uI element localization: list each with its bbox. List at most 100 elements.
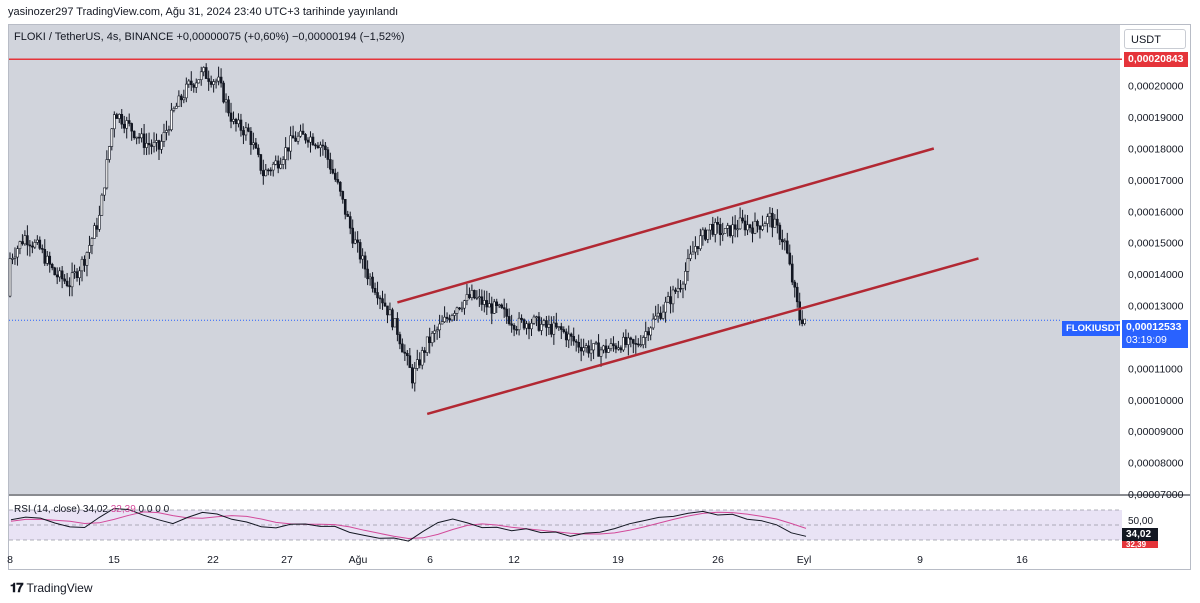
currency-button[interactable]: USDT xyxy=(1124,29,1186,49)
candle-body xyxy=(689,253,692,259)
candle-body xyxy=(142,133,146,148)
candle-body xyxy=(704,229,707,240)
candle-body xyxy=(383,302,387,307)
candle-body xyxy=(137,136,141,139)
candle-body xyxy=(279,164,282,169)
candle-body xyxy=(483,300,486,305)
candle-body xyxy=(448,318,451,321)
price-axis-label: 0,00015000 xyxy=(1128,238,1184,250)
price-axis-label: 0,00011000 xyxy=(1128,363,1183,375)
rsi-ma-tag: 32,39 xyxy=(1122,541,1158,548)
candle-body xyxy=(520,317,523,320)
candle-body xyxy=(115,114,119,119)
trendline-lower-channel xyxy=(426,257,979,416)
candle-body xyxy=(18,241,22,250)
candle-body xyxy=(766,216,769,224)
candle-body xyxy=(708,223,712,231)
candle-body xyxy=(284,147,287,160)
time-axis-label: 12 xyxy=(508,554,520,566)
candle-body xyxy=(316,145,320,148)
candle-body xyxy=(478,296,481,299)
candle-body xyxy=(748,224,752,229)
candle-body xyxy=(562,329,566,333)
candle-body xyxy=(634,343,638,345)
candle-body xyxy=(406,353,409,357)
candle-body xyxy=(597,342,600,357)
candle-body xyxy=(286,147,290,152)
candle-body xyxy=(599,349,603,357)
price-axis-label: 0,00019000 xyxy=(1128,112,1184,124)
candle-body xyxy=(70,272,74,288)
candle-body xyxy=(324,145,327,151)
symbol-info: FLOKI / TetherUS, 4s, BINANCE +0,0000007… xyxy=(14,31,405,43)
symbol-tag: FLOKIUSDT xyxy=(1062,321,1120,336)
price-axis-label: 0,00007000 xyxy=(1128,489,1184,501)
candle-body xyxy=(465,294,469,301)
candle-body xyxy=(443,316,446,323)
time-axis-label: 19 xyxy=(612,554,624,566)
candle-body xyxy=(555,322,558,328)
candle-body xyxy=(691,251,695,255)
resistance-price-tag: 0,00020843 xyxy=(1124,52,1188,68)
tradingview-footer[interactable]: 𝟏𝟕 TradingView xyxy=(10,580,93,596)
candle-body xyxy=(659,312,662,319)
candle-body xyxy=(420,350,424,366)
candle-body xyxy=(247,127,250,132)
candle-body xyxy=(641,337,645,345)
candle-body xyxy=(207,78,210,82)
candle-body xyxy=(113,114,116,130)
candle-body xyxy=(428,336,431,344)
candle-body xyxy=(592,343,595,351)
candle-body xyxy=(646,331,650,336)
candle-body xyxy=(381,298,384,304)
candle-body xyxy=(202,67,205,73)
candle-body xyxy=(617,347,620,350)
candle-body xyxy=(234,118,238,125)
candle-body xyxy=(239,119,243,131)
candle-body xyxy=(699,235,702,250)
candle-body xyxy=(219,76,223,84)
candle-body xyxy=(36,239,39,243)
candle-body xyxy=(341,191,345,200)
candle-body xyxy=(167,129,171,132)
candle-body xyxy=(299,130,302,137)
last-price-tag: 0,00012533 03:19:09 xyxy=(1122,320,1188,348)
candle-body xyxy=(415,359,419,369)
candle-body xyxy=(644,331,648,338)
plot-background xyxy=(9,25,1120,494)
candle-body xyxy=(209,81,213,85)
candle-body xyxy=(741,217,744,222)
rsi-ma-line xyxy=(10,511,807,540)
candle-body xyxy=(361,255,364,260)
candle-body xyxy=(162,132,166,142)
price-axis-label: 0,00017000 xyxy=(1128,175,1184,187)
candle-body xyxy=(334,172,337,180)
candle-body xyxy=(753,220,757,234)
trendline-upper-channel xyxy=(397,147,935,304)
candle-body xyxy=(192,84,196,88)
candle-body xyxy=(790,263,794,283)
candle-body xyxy=(721,232,725,236)
candle-body xyxy=(63,278,66,282)
candle-body xyxy=(564,331,568,341)
candle-body xyxy=(545,320,548,328)
candle-body xyxy=(473,290,476,299)
candle-body xyxy=(723,228,727,234)
candle-body xyxy=(393,318,397,328)
candle-body xyxy=(627,337,630,345)
time-axis-label: 27 xyxy=(281,554,293,566)
candle-body xyxy=(227,99,230,114)
candle-body xyxy=(768,212,772,217)
candle-body xyxy=(495,301,499,306)
candle-body xyxy=(438,323,441,331)
candle-body xyxy=(425,336,429,353)
candle-body xyxy=(276,160,280,169)
candle-body xyxy=(728,225,732,237)
candle-body xyxy=(756,220,759,227)
candle-body xyxy=(485,300,489,308)
candle-body xyxy=(23,235,27,245)
candle-body xyxy=(348,216,352,229)
candle-body xyxy=(669,296,672,305)
time-axis-label: 9 xyxy=(917,554,923,566)
